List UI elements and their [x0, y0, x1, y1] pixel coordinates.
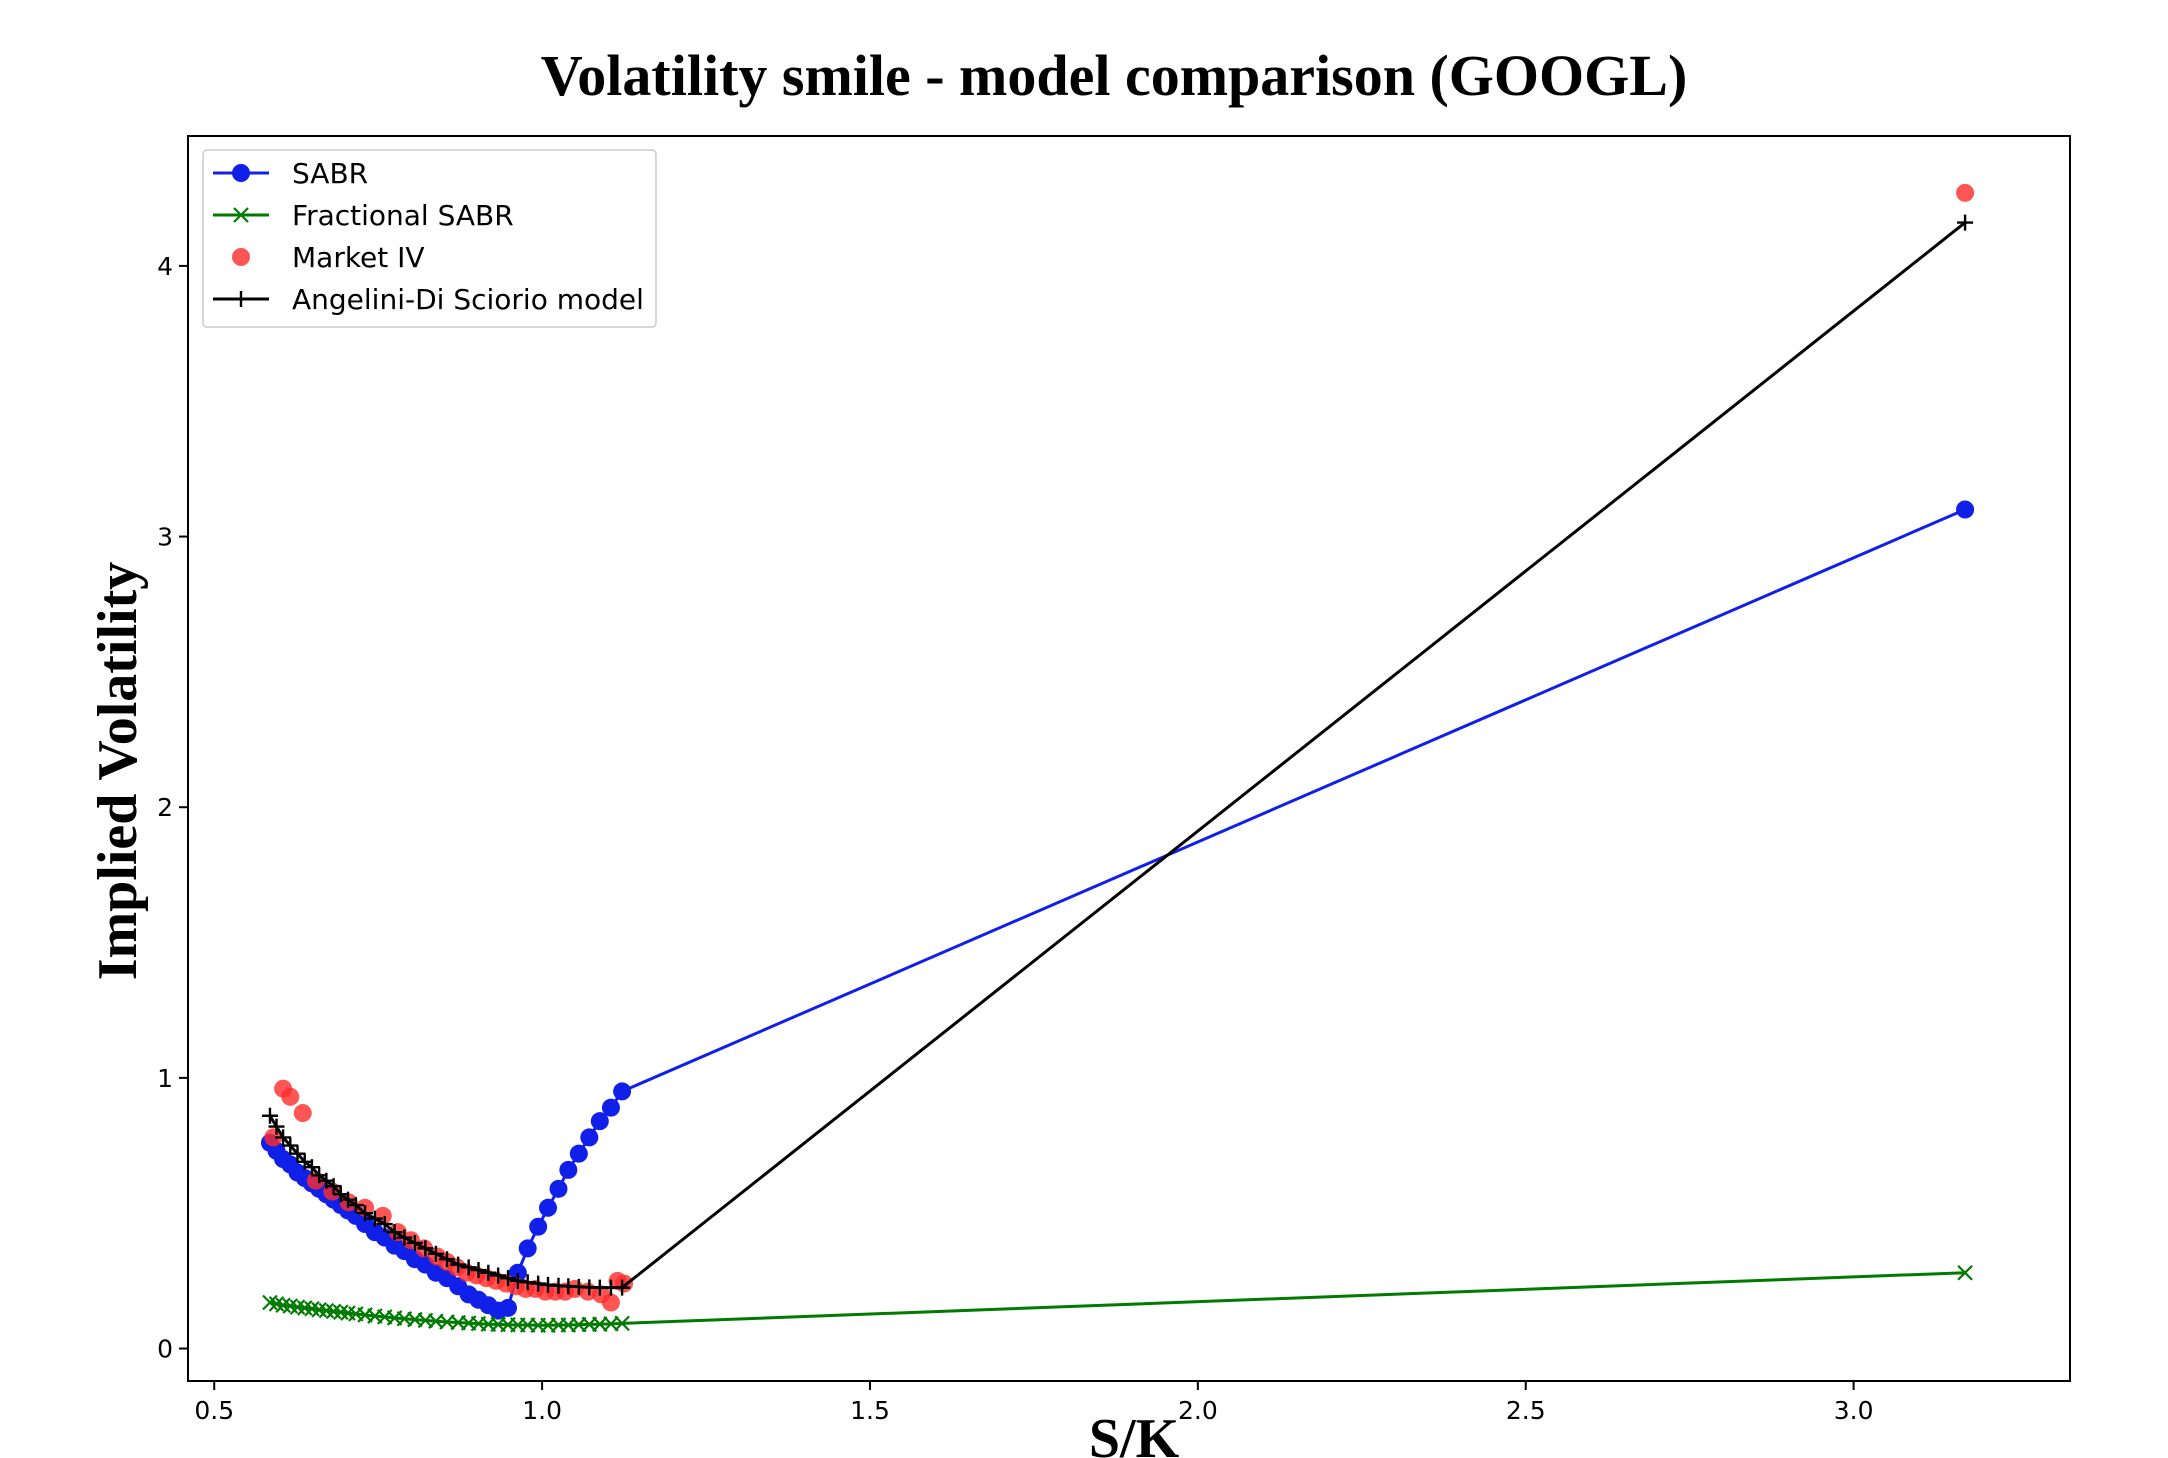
- data-point: [406, 1234, 423, 1251]
- series-fractional-sabr: [262, 1264, 1973, 1334]
- data-point: [569, 1144, 588, 1163]
- series-line: [269, 1271, 1966, 1327]
- data-point: [303, 1159, 320, 1176]
- data-point: [386, 1224, 403, 1241]
- y-tick-label: 4: [157, 252, 173, 281]
- y-axis: 0 1 2 3 4: [157, 252, 188, 1364]
- x-tick-label: 3.0: [1834, 1396, 1874, 1425]
- y-tick-label: 0: [157, 1335, 173, 1364]
- legend-label: Market IV: [292, 241, 425, 274]
- data-point: [281, 1087, 300, 1106]
- data-point: [275, 1129, 292, 1146]
- legend-entry: Angelini-Di Sciorio model: [213, 283, 644, 316]
- data-point: [509, 1272, 526, 1289]
- data-point: [289, 1145, 306, 1162]
- data-point: [439, 1251, 456, 1268]
- legend-entry: SABR: [213, 157, 368, 190]
- data-point: [376, 1216, 393, 1233]
- legend-marker: [232, 248, 250, 266]
- x-axis-label: S/K: [1089, 1408, 1180, 1458]
- data-point: [325, 1178, 342, 1195]
- legend-marker: [233, 291, 249, 307]
- legend-entry: Market IV: [232, 241, 425, 274]
- legend-marker: [232, 164, 250, 182]
- data-point: [347, 1197, 364, 1214]
- x-tick-label: 0.5: [194, 1396, 234, 1425]
- data-point: [366, 1210, 383, 1227]
- data-point: [601, 1098, 620, 1117]
- data-point: [559, 1160, 578, 1179]
- x-tick-label: 2.5: [1506, 1396, 1546, 1425]
- plot-area: [260, 183, 1975, 1334]
- data-point: [268, 1118, 285, 1135]
- data-point: [470, 1262, 487, 1279]
- data-point: [417, 1240, 434, 1257]
- y-tick-label: 3: [157, 523, 173, 552]
- data-point: [282, 1137, 299, 1154]
- series-sabr: [260, 500, 1975, 1320]
- data-point: [293, 1104, 312, 1123]
- data-point: [450, 1256, 467, 1273]
- data-point: [1956, 500, 1975, 519]
- data-point: [518, 1239, 537, 1258]
- data-point: [1957, 1264, 1973, 1281]
- legend-marker: [233, 207, 249, 223]
- data-point: [500, 1270, 517, 1287]
- data-point: [261, 1107, 278, 1124]
- data-point: [614, 1315, 630, 1332]
- data-point: [396, 1229, 413, 1246]
- series-line: [268, 508, 1966, 1313]
- data-point: [427, 1245, 444, 1262]
- series-market-iv: [264, 183, 1975, 1312]
- legend-label: SABR: [292, 157, 368, 190]
- data-point: [613, 1082, 632, 1101]
- data-point: [539, 1198, 558, 1217]
- data-point: [601, 1293, 620, 1312]
- series-angelini-di-sciorio-model: [261, 214, 1974, 1296]
- data-point: [549, 1179, 568, 1198]
- data-point: [615, 1274, 634, 1293]
- data-point: [580, 1128, 599, 1147]
- plot-frame: [187, 135, 2071, 1382]
- y-axis-label: Implied Volatility: [87, 562, 149, 981]
- data-point: [614, 1279, 631, 1296]
- x-tick-label: 1.0: [522, 1396, 562, 1425]
- data-point: [590, 1112, 609, 1131]
- data-point: [460, 1259, 477, 1276]
- y-tick-label: 1: [157, 1064, 173, 1093]
- data-point: [530, 1275, 547, 1292]
- data-point: [519, 1274, 536, 1291]
- data-point: [1957, 214, 1974, 231]
- data-point: [499, 1298, 518, 1317]
- x-axis: 0.5 1.0 1.5 2.0 2.5 3.0: [194, 1381, 1873, 1425]
- legend-box: [202, 149, 657, 328]
- y-tick-label: 2: [157, 793, 173, 822]
- data-point: [357, 1205, 374, 1222]
- legend-entry: Fractional SABR: [213, 199, 514, 232]
- data-point: [490, 1267, 507, 1284]
- x-tick-label: 1.5: [850, 1396, 890, 1425]
- chart-title: Volatility smile - model comparison (GOO…: [541, 43, 1688, 108]
- data-point: [529, 1217, 548, 1236]
- series-line: [268, 221, 1967, 1290]
- legend: SABR Fractional SABR Market IV Angelini-Di …: [202, 149, 657, 328]
- legend-label: Fractional SABR: [292, 199, 514, 232]
- data-point: [264, 1128, 283, 1147]
- legend-label: Angelini-Di Sciorio model: [292, 283, 644, 316]
- data-point: [1956, 183, 1975, 202]
- x-tick-label: 2.0: [1178, 1396, 1218, 1425]
- data-point: [480, 1264, 497, 1281]
